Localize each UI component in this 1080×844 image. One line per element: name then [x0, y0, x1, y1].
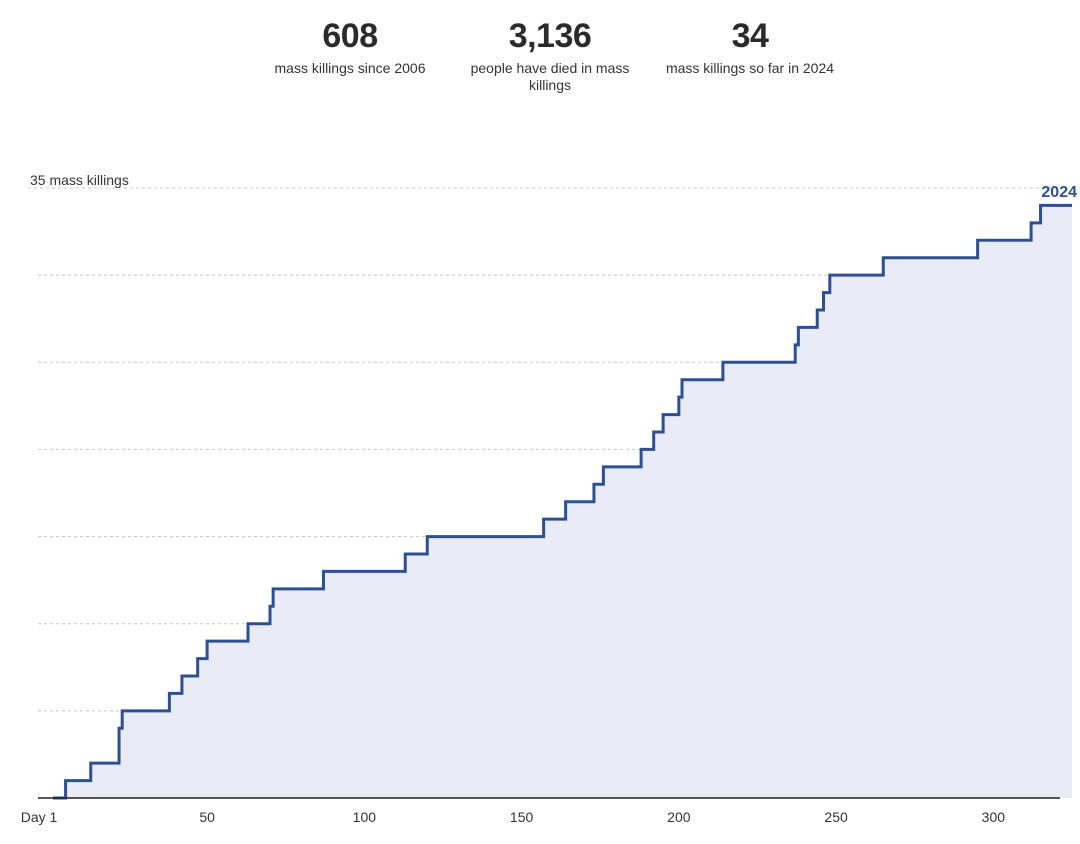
x-tick-label: 150 [510, 809, 534, 825]
x-tick-label: 200 [667, 809, 691, 825]
stat-value: 3,136 [508, 17, 592, 55]
series-line-2024 [53, 203, 1072, 800]
series-end-label: 2024 [1041, 184, 1077, 201]
y-max-gridline-label: 35 mass killings [30, 172, 129, 188]
stat-mass-killings-since-2006: 608 mass killings since 2006 [260, 14, 440, 77]
stat-label: mass killings so far in 2024 [665, 60, 835, 76]
stats-bar: 608 mass killings since 2006 3,136 peopl… [0, 14, 1080, 124]
x-tick-label: Day 1 [21, 809, 58, 825]
x-tick-label: 50 [199, 809, 215, 825]
x-tick-label: 250 [824, 809, 848, 825]
stat-people-died: 3,136 people have died in mass killings [460, 14, 640, 94]
stat-label: people have died in mass killings [470, 60, 630, 93]
x-tick-label: 300 [982, 809, 1006, 825]
x-tick-label: 100 [353, 809, 377, 825]
stat-value: 34 [731, 17, 769, 55]
stat-label: mass killings since 2006 [274, 60, 426, 76]
cumulative-area-fill [53, 205, 1072, 798]
x-axis-ticks: Day 1 50 100 150 200 250 300 [21, 809, 1006, 825]
stat-mass-killings-2024: 34 mass killings so far in 2024 [660, 14, 840, 77]
stat-value: 608 [322, 17, 378, 55]
